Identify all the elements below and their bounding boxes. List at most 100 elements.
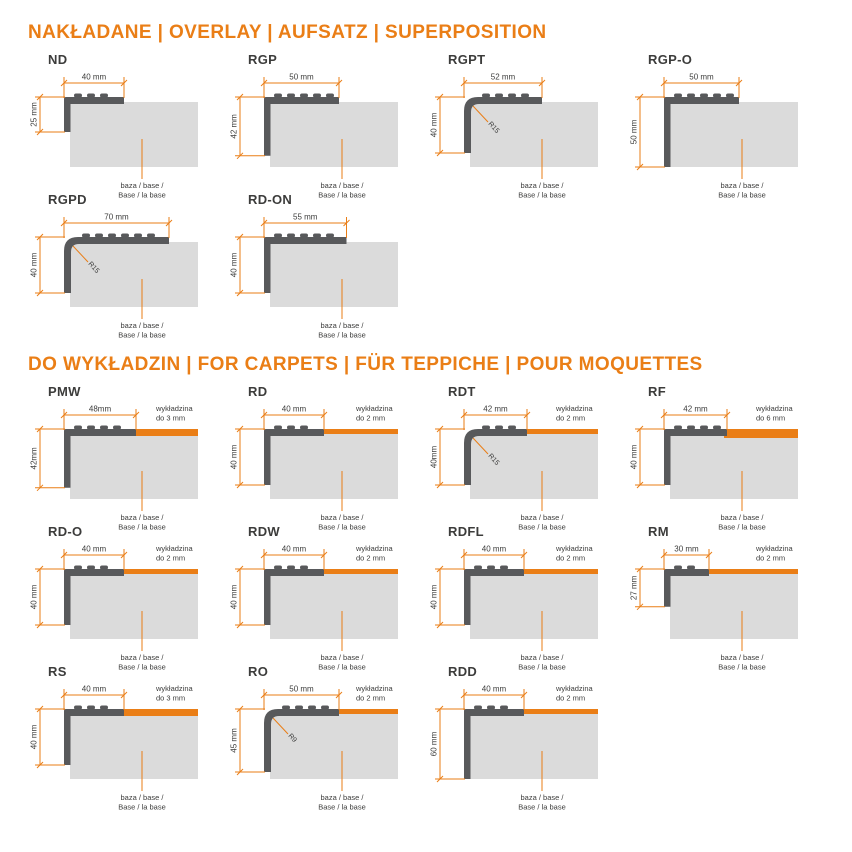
dimension-tick xyxy=(436,425,444,433)
carpet-label-line2: do 2 mm xyxy=(756,554,785,563)
radius-leader-line xyxy=(472,105,489,123)
carpet-label-line1: wykładzina xyxy=(355,544,394,553)
base-rect xyxy=(470,102,598,167)
profile-card-ro: RO 50 mm 45 mm R9 baza / base / Base / la bas… xyxy=(226,664,426,812)
profile-grid-overlay: ND 40 mm 25 mm baza / base / Base / la base R… xyxy=(26,52,830,340)
base-rect xyxy=(270,102,398,167)
height-dimension-label: 40 mm xyxy=(30,252,39,277)
profile-diagram-rd-on: 55 mm 40 mm baza / base /Base / la base xyxy=(230,213,398,340)
rib-icon xyxy=(713,93,721,98)
base-rect xyxy=(70,574,198,639)
profile-card-rd-on: RD-ON 55 mm 40 mm baza / base / Base / la ba… xyxy=(226,192,426,340)
carpet-label-line1: wykładzina xyxy=(155,404,194,413)
base-rect xyxy=(70,102,198,167)
rib-icon xyxy=(100,93,108,98)
profile-name: RGP-O xyxy=(648,52,693,67)
rib-icon xyxy=(700,425,708,430)
dimension-tick xyxy=(36,93,44,101)
profile-shape xyxy=(264,237,347,293)
base-label-line2: Base / la base xyxy=(318,331,366,340)
profile-shape xyxy=(664,429,727,485)
base-label-line1: baza / base / xyxy=(721,181,765,190)
rib-icon xyxy=(300,233,308,238)
dimension-tick xyxy=(636,425,644,433)
rib-icon xyxy=(100,565,108,570)
base-label-line1: baza / base / xyxy=(321,793,365,802)
profile-diagram-rf: 42 mm 40 mm baza / base /Base / la base wyk… xyxy=(630,404,798,532)
rib-icon xyxy=(147,233,155,238)
width-dimension-label: 55 mm xyxy=(293,213,318,222)
width-dimension-label: 30 mm xyxy=(674,545,699,554)
rib-icon xyxy=(700,93,708,98)
rib-icon xyxy=(274,93,282,98)
carpet-strip xyxy=(121,569,198,574)
rib-icon xyxy=(74,565,82,570)
rib-icon xyxy=(321,705,329,710)
rib-icon xyxy=(74,705,82,710)
dimension-tick xyxy=(120,79,128,87)
rib-icon xyxy=(87,425,95,430)
profile-shape xyxy=(464,709,524,779)
base-label-line1: baza / base / xyxy=(521,793,565,802)
dimension-tick xyxy=(335,691,343,699)
dimension-tick xyxy=(236,768,244,776)
carpet-label-line2: do 2 mm xyxy=(556,414,585,423)
rib-icon xyxy=(687,565,695,570)
carpet-strip xyxy=(321,429,398,434)
catalog-page: NAKŁADANE | OVERLAY | AUFSATZ | SUPERPOS… xyxy=(26,22,830,812)
base-rect xyxy=(70,242,198,307)
dimension-tick xyxy=(735,79,743,87)
dimension-tick xyxy=(60,551,68,559)
dimension-tick xyxy=(120,551,128,559)
carpet-label-line2: do 2 mm xyxy=(356,414,385,423)
base-label-line1: baza / base / xyxy=(721,513,765,522)
dimension-tick xyxy=(36,761,44,769)
dimension-tick xyxy=(60,411,68,419)
dimension-tick xyxy=(660,411,668,419)
base-label-line2: Base / la base xyxy=(518,803,566,812)
height-dimension-label: 40 mm xyxy=(630,444,639,469)
rib-icon xyxy=(326,93,334,98)
rib-icon xyxy=(674,425,682,430)
dimension-tick xyxy=(335,79,343,87)
base-rect xyxy=(270,714,398,779)
height-dimension-label: 42mm xyxy=(30,447,39,470)
dimension-tick xyxy=(660,551,668,559)
height-dimension-label: 42 mm xyxy=(230,114,239,139)
dimension-tick xyxy=(538,79,546,87)
carpet-strip xyxy=(724,429,798,438)
dimension-tick xyxy=(120,691,128,699)
dimension-tick xyxy=(236,705,244,713)
base-label-line1: baza / base / xyxy=(321,321,365,330)
profile-name: ND xyxy=(48,52,68,67)
radius-leader-line xyxy=(272,717,289,735)
dimension-tick xyxy=(165,219,173,227)
base-label-line2: Base / la base xyxy=(318,663,366,672)
rib-icon xyxy=(274,233,282,238)
rib-icon xyxy=(300,565,308,570)
dimension-tick xyxy=(132,411,140,419)
rib-icon xyxy=(287,93,295,98)
rib-icon xyxy=(95,233,103,238)
rib-icon xyxy=(113,425,121,430)
carpet-strip xyxy=(336,709,398,714)
profile-shape xyxy=(264,429,324,485)
profile-shape xyxy=(64,709,124,765)
rib-icon xyxy=(474,565,482,570)
profile-diagram-rgp: 50 mm 42 mm baza / base /Base / la base xyxy=(230,73,398,200)
profile-card-rs: RS 40 mm 40 mm baza / base / Base / la base w… xyxy=(26,664,226,812)
rib-icon xyxy=(482,425,490,430)
dimension-tick xyxy=(723,411,731,419)
dimension-tick xyxy=(236,152,244,160)
profile-diagram-pmw: 48mm 42mm baza / base /Base / la base wykła… xyxy=(30,404,198,532)
base-label-line2: Base / la base xyxy=(318,191,366,200)
rib-icon xyxy=(300,425,308,430)
base-label-line2: Base / la base xyxy=(318,803,366,812)
base-label-line2: Base / la base xyxy=(718,663,766,672)
rib-icon xyxy=(287,233,295,238)
rib-icon xyxy=(74,93,82,98)
rib-icon xyxy=(108,233,116,238)
dimension-tick xyxy=(460,411,468,419)
dimension-tick xyxy=(320,551,328,559)
dimension-tick xyxy=(36,233,44,241)
